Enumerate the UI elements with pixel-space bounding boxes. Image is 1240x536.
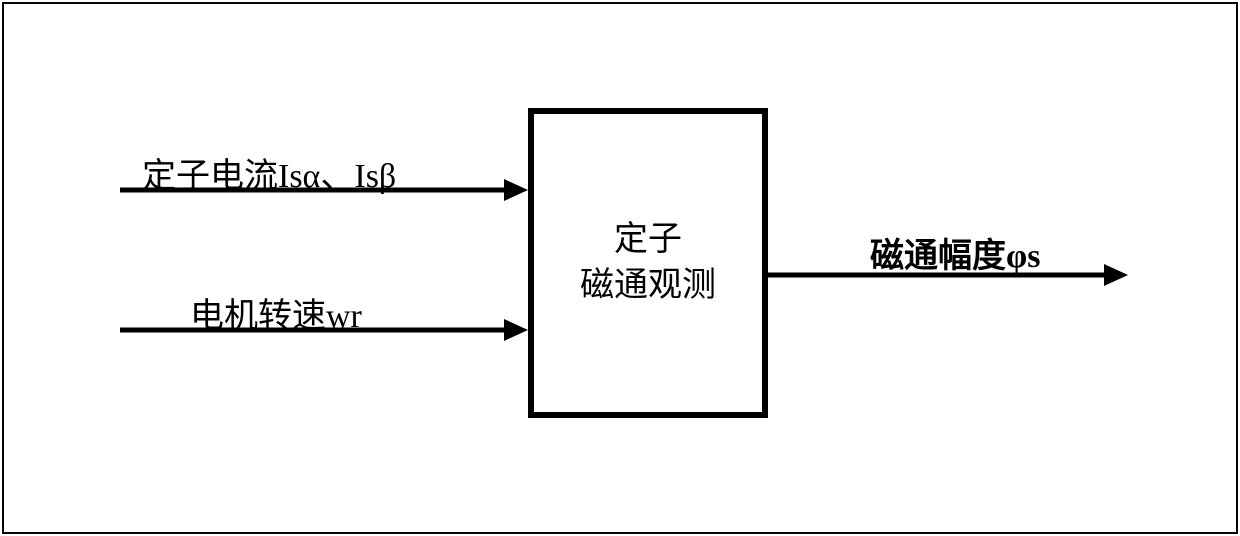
- block-line-2: 磁通观测: [580, 263, 716, 309]
- observer-block: 定子 磁通观测: [528, 108, 768, 418]
- label-out: 磁通幅度φs: [870, 228, 1040, 277]
- label-in-1: 定子电流Isα、Isβ: [142, 148, 396, 197]
- label-in-2: 电机转速wr: [190, 288, 362, 337]
- block-line-1: 定子: [614, 217, 682, 263]
